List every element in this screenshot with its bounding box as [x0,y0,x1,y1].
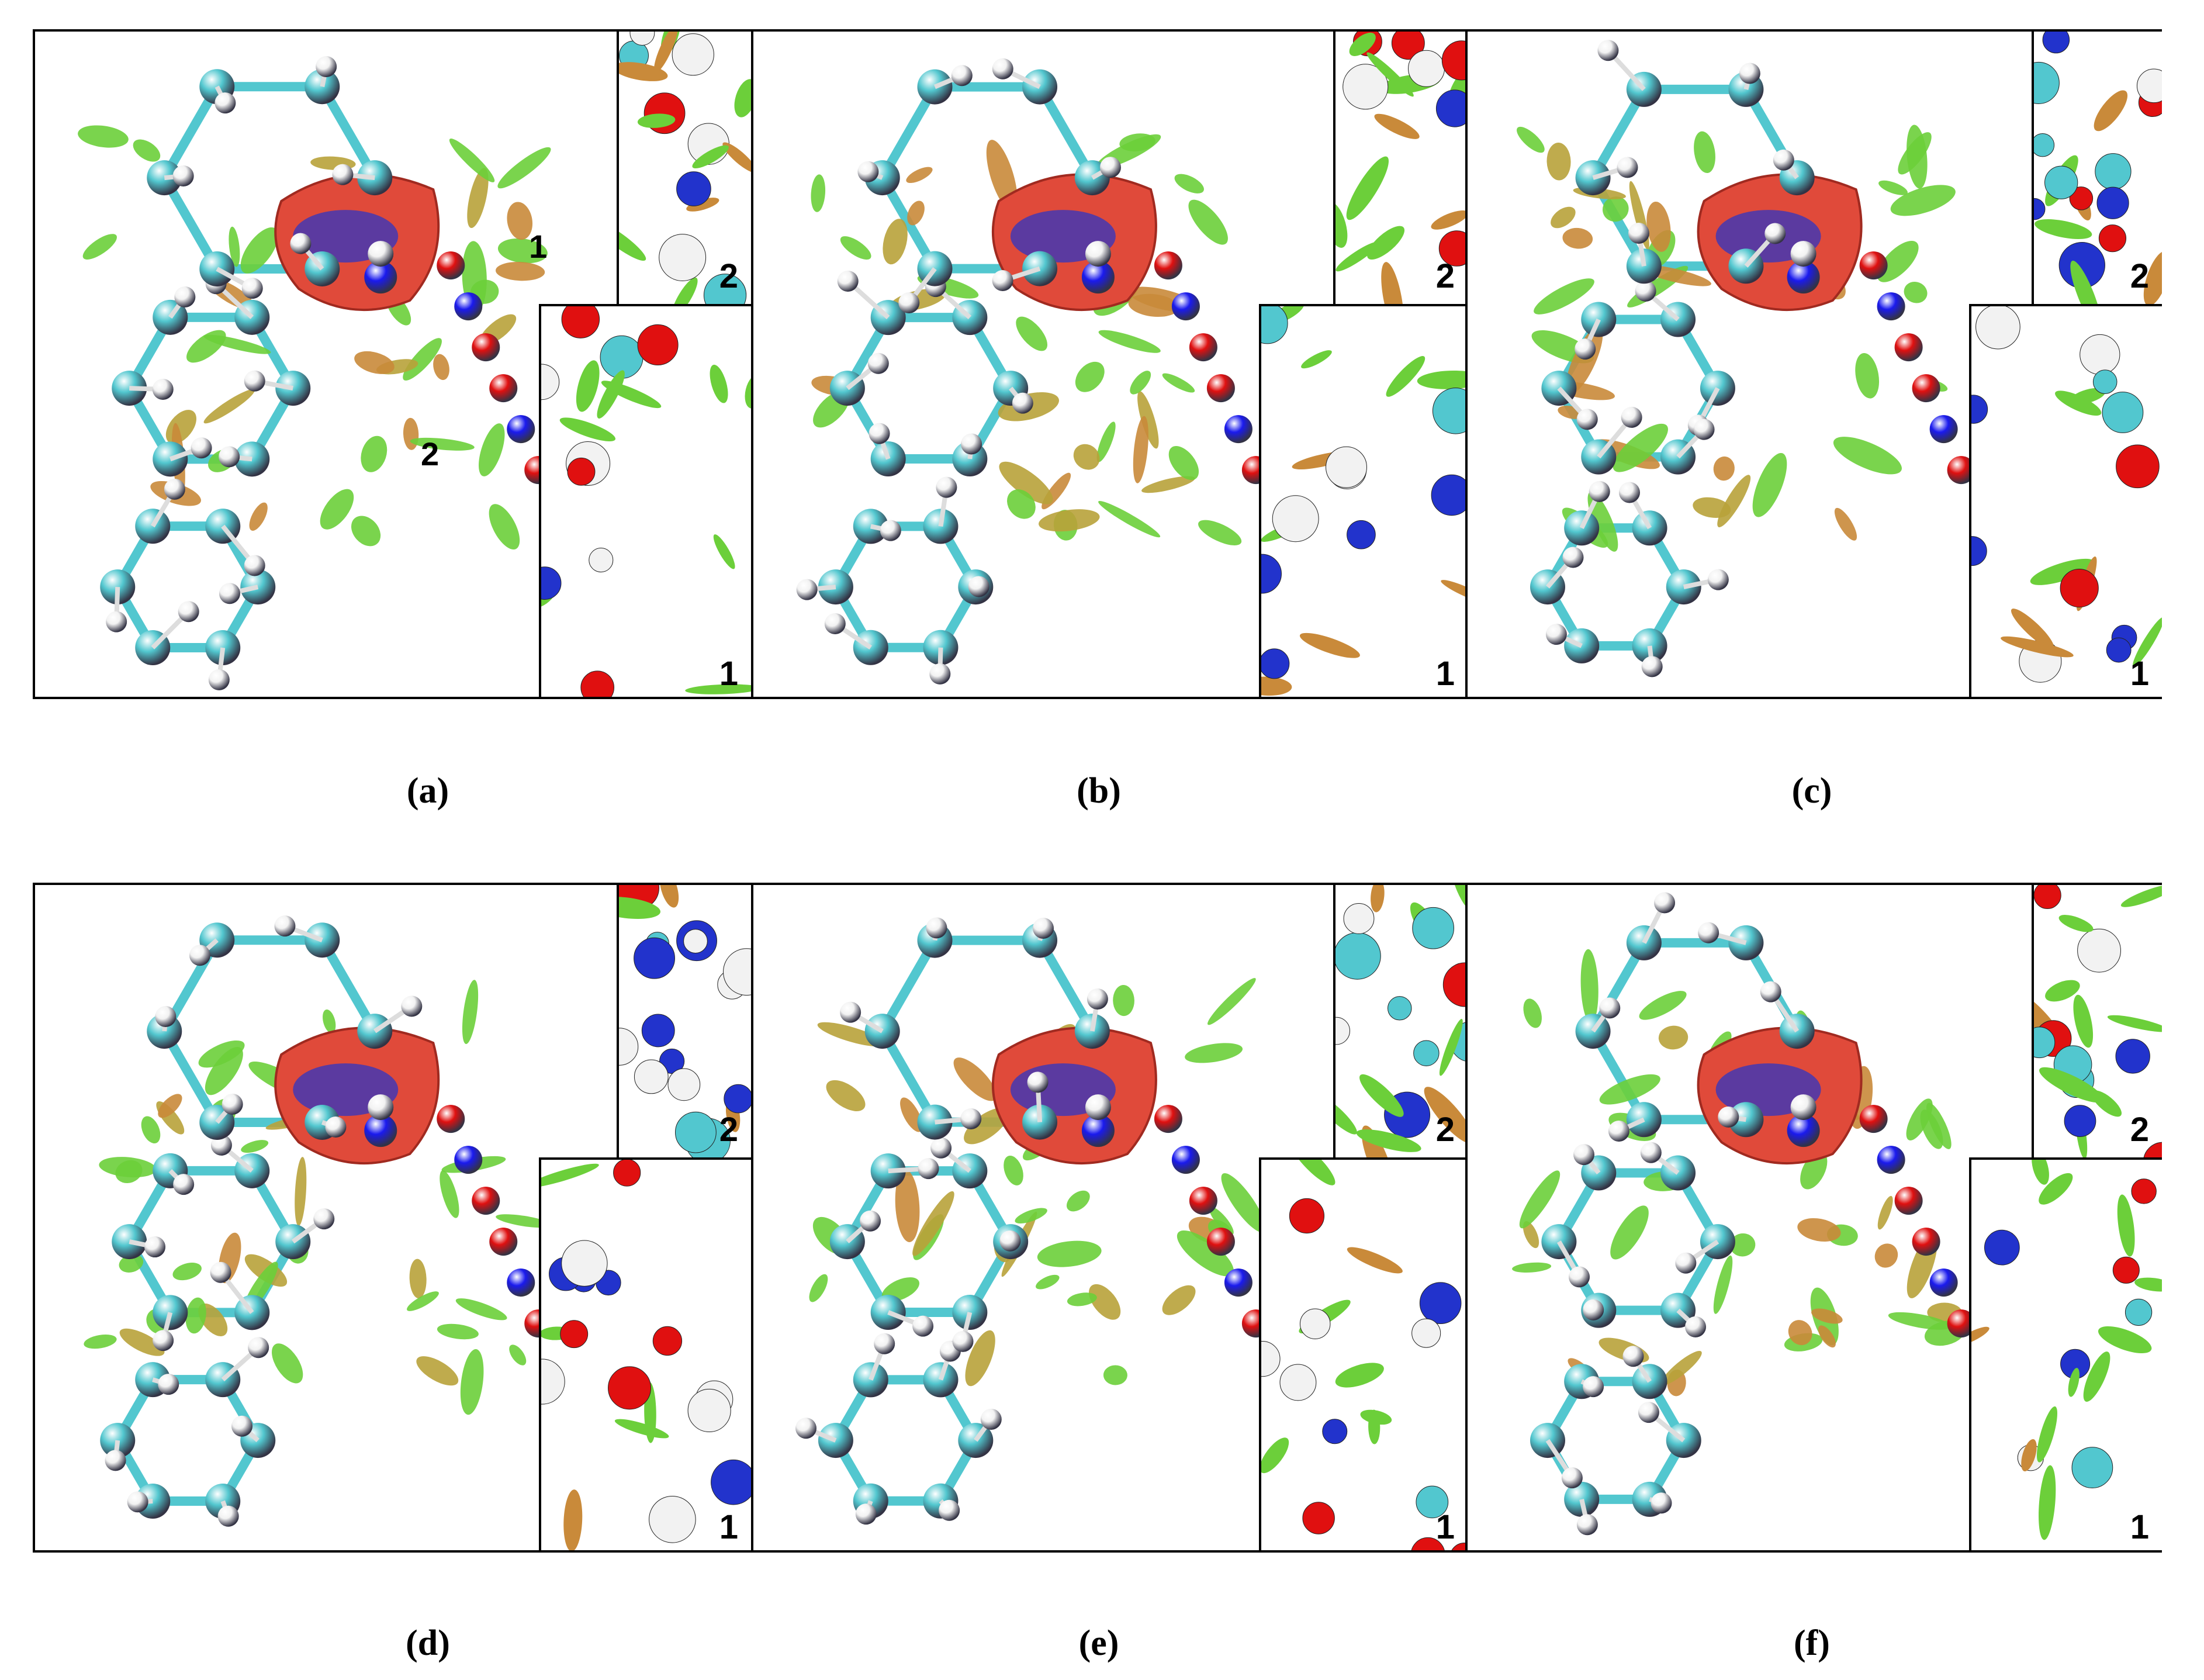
inset-image [2034,32,2162,304]
figure-row-top: 1 2 2 1 2 1 2 1 [33,29,2162,699]
inset-image [1261,1160,1468,1550]
inset-label: 1 [719,655,738,693]
inset-image [1971,1160,2162,1540]
inset-label: 1 [2130,1508,2149,1546]
inset-image [541,1160,751,1550]
inset-bottom-b: 1 [1259,304,1468,697]
molecule-image-d [84,915,553,1527]
molecule-image-b [796,58,1270,685]
inset-image [1261,306,1468,696]
panel-e: 2 1 [751,885,1468,1550]
inset-image [541,306,751,697]
inset-bottom-e: 1 [1259,1157,1468,1550]
inset-top-c: 2 [2032,32,2162,306]
mol-label-2: 2 [421,435,440,472]
inset-image [1335,32,1468,304]
inset-label: 2 [1435,257,1455,295]
panel-f: 2 1 [1465,885,2162,1550]
inset-image [2034,885,2162,1157]
inset-image [1335,885,1468,1157]
inset-bottom-f: 1 [1969,1157,2162,1550]
caption-f: (f) [1794,1623,1830,1663]
caption-d: (d) [406,1623,450,1663]
inset-bottom-a: 1 [539,304,751,697]
inset-top-a: 2 [617,32,751,306]
inset-image [1971,306,2162,683]
molecule-image-a [78,56,553,690]
inset-label: 1 [1435,1508,1455,1546]
inset-bottom-d: 1 [539,1157,751,1550]
inset-label: 1 [2130,655,2149,693]
panel-a: 1 2 2 1 [35,32,751,697]
figure-row-bottom: 2 1 2 1 2 1 [33,883,2162,1553]
inset-label: 2 [719,1111,738,1149]
mol-label-1: 1 [529,228,548,265]
caption-a: (a) [406,771,449,811]
inset-top-e: 2 [1333,885,1468,1160]
inset-top-f: 2 [2032,885,2162,1160]
inset-top-b: 2 [1333,32,1468,306]
molecule-image-e [795,917,1270,1525]
inset-top-d: 2 [617,885,751,1160]
inset-label: 2 [719,257,738,295]
inset-label: 1 [719,1508,738,1546]
panel-c: 2 1 [1465,32,2162,697]
panel-d: 2 1 [35,885,751,1550]
molecule-image-f [1512,892,1975,1536]
molecule-image-c [1517,40,1975,677]
caption-e: (e) [1078,1623,1119,1663]
panel-b: 2 1 [751,32,1468,697]
inset-image [619,32,751,304]
caption-b: (b) [1077,771,1121,811]
inset-label: 2 [2130,257,2149,295]
inset-label: 1 [1435,655,1455,693]
caption-c: (c) [1791,771,1832,811]
inset-label: 2 [1435,1111,1455,1149]
inset-bottom-c: 1 [1969,304,2162,697]
inset-image [619,885,751,1157]
inset-label: 2 [2130,1111,2149,1149]
